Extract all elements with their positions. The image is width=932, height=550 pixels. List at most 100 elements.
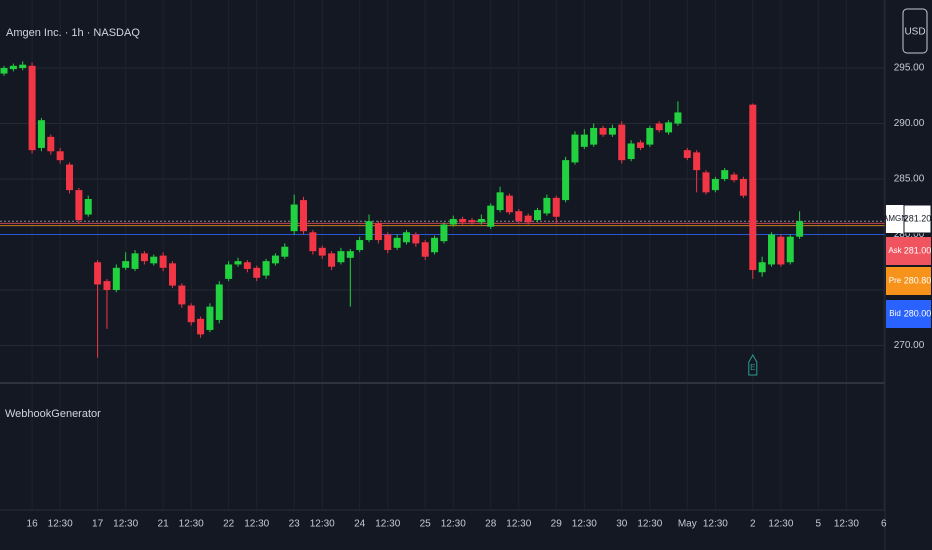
candle-body bbox=[468, 220, 476, 223]
y-tick-label: 290.00 bbox=[894, 118, 925, 129]
candle-body bbox=[253, 267, 261, 278]
indicator-label: WebhookGenerator bbox=[5, 408, 101, 420]
candle-body bbox=[19, 64, 27, 69]
candle-body bbox=[702, 172, 710, 193]
candle-body bbox=[243, 262, 251, 269]
candle-body bbox=[262, 261, 270, 276]
candles bbox=[0, 61, 804, 358]
currency-label: USD bbox=[904, 27, 925, 38]
price-tag-name-box bbox=[886, 267, 904, 295]
price-tag-value-box bbox=[904, 300, 931, 328]
x-tick-label: 12:30 bbox=[113, 519, 138, 530]
x-tick-label: 21 bbox=[158, 519, 170, 530]
price-tag-value: 280.00 bbox=[904, 308, 932, 318]
candle-body bbox=[796, 221, 804, 237]
candle-body bbox=[103, 281, 111, 290]
x-tick-label: 12:30 bbox=[637, 519, 662, 530]
candle-body bbox=[28, 65, 36, 151]
price-tag-name: Pre bbox=[889, 276, 902, 285]
candle-body bbox=[580, 134, 588, 147]
x-tick-label: 29 bbox=[551, 519, 563, 530]
y-tick-label: 280.00 bbox=[894, 229, 925, 240]
price-tag-value-box bbox=[903, 204, 932, 234]
x-tick-label: 12:30 bbox=[48, 519, 73, 530]
candle-body bbox=[515, 211, 523, 222]
candle-body bbox=[627, 143, 635, 160]
x-tick-label: 22 bbox=[223, 519, 235, 530]
candle-body bbox=[187, 305, 195, 323]
x-tick-label: 12:30 bbox=[768, 519, 793, 530]
candle-body bbox=[402, 232, 410, 243]
candle-body bbox=[84, 198, 92, 215]
candle-body bbox=[683, 150, 691, 158]
candle-body bbox=[300, 200, 308, 232]
candle-body bbox=[234, 261, 242, 265]
x-tick-label: 12:30 bbox=[441, 519, 466, 530]
price-tag-value: 281.00 bbox=[904, 245, 932, 255]
candle-body bbox=[590, 127, 598, 145]
candle-body bbox=[168, 263, 176, 286]
candle-body bbox=[309, 232, 317, 252]
candle-body bbox=[150, 256, 158, 264]
candle-body bbox=[477, 218, 485, 223]
y-tick-label: 270.00 bbox=[894, 340, 925, 351]
candle-body bbox=[66, 164, 74, 191]
candle-body bbox=[140, 253, 148, 262]
candle-body bbox=[94, 262, 102, 285]
candle-body bbox=[384, 234, 392, 251]
price-tag-name-box bbox=[886, 205, 904, 233]
candle-body bbox=[75, 190, 83, 221]
price-tag-value: 280.80 bbox=[904, 275, 932, 285]
candle-body bbox=[562, 160, 570, 201]
price-tag-name-box bbox=[886, 237, 904, 265]
y-tick-label: 285.00 bbox=[894, 174, 925, 185]
x-tick-label: 12:30 bbox=[703, 519, 728, 530]
x-tick-label: May bbox=[678, 519, 697, 530]
candle-body bbox=[393, 237, 401, 248]
candle-body bbox=[599, 127, 607, 135]
x-tick-label: 12:30 bbox=[572, 519, 597, 530]
candle-body bbox=[9, 65, 17, 70]
candle-body bbox=[431, 237, 439, 253]
candle-body bbox=[206, 306, 214, 330]
chart-title: Amgen Inc. · 1h · NASDAQ bbox=[6, 27, 140, 39]
candle-body bbox=[552, 197, 560, 217]
candle-body bbox=[421, 242, 429, 257]
candle-body bbox=[636, 142, 644, 148]
y-tick-label: 295.00 bbox=[894, 63, 925, 74]
x-tick-label: 12:30 bbox=[310, 519, 335, 530]
x-tick-label: 5 bbox=[816, 519, 822, 530]
candle-body bbox=[768, 234, 776, 265]
x-tick-label: 12:30 bbox=[244, 519, 269, 530]
x-tick-label: 12:30 bbox=[179, 519, 204, 530]
x-tick-label: 12:30 bbox=[506, 519, 531, 530]
candle-body bbox=[786, 236, 794, 263]
candle-body bbox=[178, 285, 186, 305]
candle-body bbox=[131, 253, 139, 269]
candle-body bbox=[655, 123, 663, 131]
candle-body bbox=[646, 127, 654, 145]
price-tag-name: Bid bbox=[889, 309, 901, 318]
candle-body bbox=[777, 236, 785, 265]
candle-body bbox=[215, 284, 223, 320]
x-tick-label: 17 bbox=[92, 519, 104, 530]
candle-body bbox=[487, 205, 495, 227]
candle-body bbox=[534, 210, 542, 221]
candle-body bbox=[0, 68, 8, 74]
candle-body bbox=[47, 136, 55, 152]
x-tick-label: 12:30 bbox=[375, 519, 400, 530]
candle-body bbox=[112, 267, 120, 290]
candle-body bbox=[496, 192, 504, 211]
earnings-icon bbox=[748, 353, 758, 376]
currency-button[interactable] bbox=[902, 8, 928, 54]
candle-body bbox=[346, 251, 354, 258]
x-tick-label: 23 bbox=[289, 519, 301, 530]
x-tick-label: 6 bbox=[881, 519, 887, 530]
candle-body bbox=[328, 253, 336, 267]
candle-body bbox=[56, 151, 64, 161]
x-tick-label: 12:30 bbox=[834, 519, 859, 530]
grid bbox=[0, 0, 885, 510]
